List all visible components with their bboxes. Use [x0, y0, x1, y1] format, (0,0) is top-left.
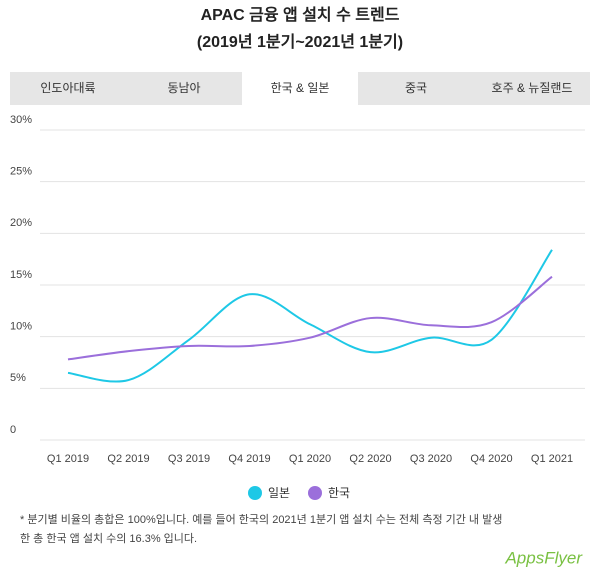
y-tick-label: 25% [10, 166, 32, 178]
y-tick-label: 10% [10, 321, 32, 333]
x-tick-label: Q4 2020 [470, 453, 512, 465]
line [67, 249, 553, 383]
x-tick-label: Q1 2021 [531, 453, 573, 465]
legend-marker [308, 486, 322, 500]
y-tick-label: 20% [10, 217, 32, 229]
x-tick-label: Q2 2020 [349, 453, 391, 465]
x-tick-label: Q1 2020 [289, 453, 331, 465]
footnote: 한 총 한국 앱 설치 수의 16.3% 입니다. [20, 532, 197, 545]
x-tick-label: Q4 2019 [228, 453, 270, 465]
legend-label: 한국 [328, 486, 350, 500]
tab-label[interactable]: 호주 & 뉴질랜드 [492, 81, 573, 95]
chart-subtitle: (2019년 1분기~2021년 1분기) [197, 32, 403, 51]
line [67, 275, 553, 361]
tab-label[interactable]: 중국 [405, 81, 427, 95]
legend-marker [248, 486, 262, 500]
x-tick-label: Q1 2019 [47, 453, 89, 465]
tab-label[interactable]: 인도아대륙 [40, 81, 95, 95]
x-tick-label: Q3 2020 [410, 453, 452, 465]
footnote: * 분기별 비율의 총합은 100%입니다. 예를 들어 한국의 2021년 1… [20, 513, 502, 526]
legend-label: 일본 [268, 486, 290, 500]
x-tick-label: Q3 2019 [168, 453, 210, 465]
tab-label[interactable]: 한국 & 일본 [271, 81, 330, 95]
logo: AppsFlyer [504, 548, 583, 567]
tab-active[interactable] [242, 72, 358, 105]
y-tick-label: 15% [10, 269, 32, 281]
y-tick-label: 30% [10, 114, 32, 126]
y-tick-label: 5% [10, 372, 26, 384]
x-tick-label: Q2 2019 [107, 453, 149, 465]
y-tick-label: 0 [10, 424, 16, 436]
chart-title: APAC 금융 앱 설치 수 트렌드 [201, 5, 400, 24]
tab-label[interactable]: 동남아 [167, 81, 200, 95]
